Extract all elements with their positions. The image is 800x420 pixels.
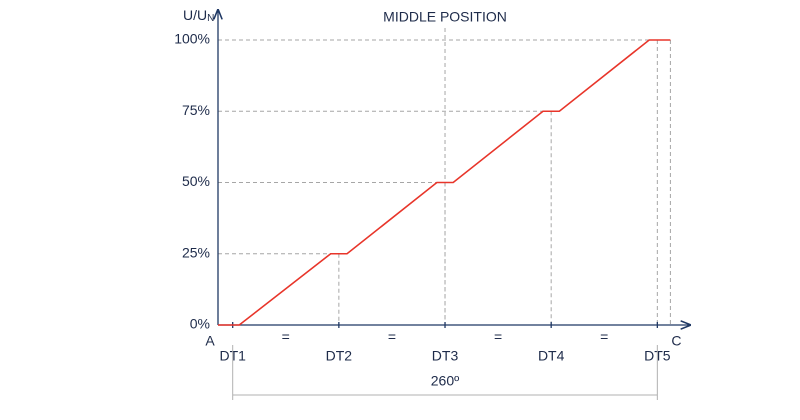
y-tick-label: 50%	[182, 173, 210, 189]
x-tick-label: DT2	[326, 348, 353, 364]
data-line	[218, 39, 671, 326]
y-axis-label: U/UN	[183, 7, 214, 24]
axis-end-label: A	[205, 333, 215, 349]
spacing-label: =	[388, 329, 396, 345]
spacing-label: =	[600, 329, 608, 345]
x-tick-label: DT4	[538, 348, 565, 364]
axis-end-label: C	[671, 333, 681, 349]
y-tick-label: 0%	[190, 316, 210, 332]
spacing-label: =	[494, 329, 502, 345]
y-tick-label: 75%	[182, 102, 210, 118]
y-tick-label: 100%	[174, 31, 210, 47]
spacing-label: =	[282, 329, 290, 345]
x-tick-label: DT3	[432, 348, 459, 364]
y-tick-label: 25%	[182, 244, 210, 260]
span-label: 260º	[431, 373, 459, 389]
annotation: MIDDLE POSITION	[383, 9, 507, 25]
